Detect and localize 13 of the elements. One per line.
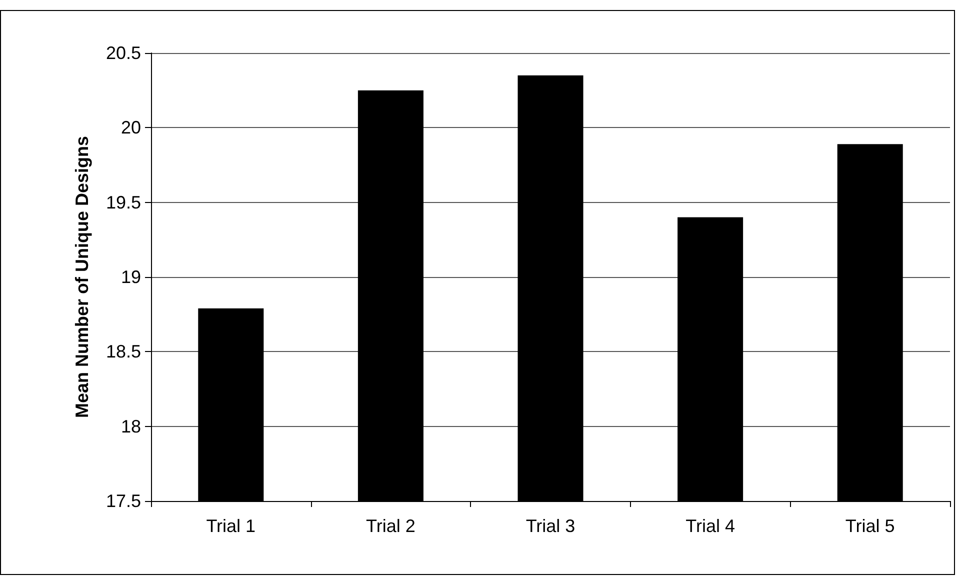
y-tick-label: 18.5 — [106, 342, 141, 362]
y-tick-label: 20 — [120, 118, 141, 138]
y-tick-label: 19 — [120, 267, 141, 287]
x-tick-label: Trial 1 — [206, 516, 256, 536]
y-tick-label: 18 — [120, 416, 141, 436]
y-tick-label: 17.5 — [106, 491, 141, 511]
x-tick-label: Trial 4 — [686, 516, 735, 536]
x-tick-label: Trial 3 — [526, 516, 576, 536]
x-tick-label: Trial 5 — [845, 516, 895, 536]
x-tick-label: Trial 2 — [366, 516, 416, 536]
y-tick-label: 19.5 — [106, 192, 141, 212]
y-axis-title: Mean Number of Unique Designs — [72, 136, 92, 418]
y-tick-label: 20.5 — [106, 43, 141, 63]
